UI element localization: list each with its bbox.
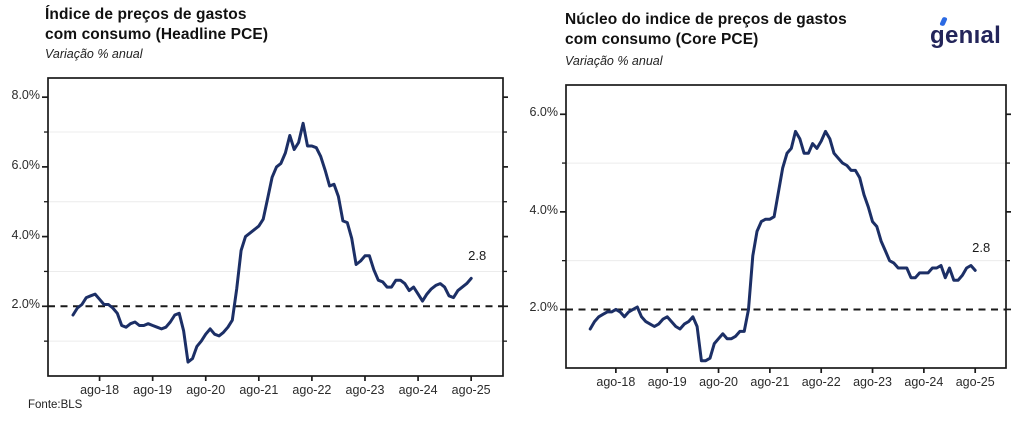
x-tick-label: ago-20 bbox=[186, 383, 226, 397]
x-tick-label: ago-20 bbox=[699, 375, 738, 389]
x-tick-label: ago-23 bbox=[345, 383, 385, 397]
x-tick-label: ago-25 bbox=[955, 375, 995, 389]
core-pce-series-line bbox=[588, 129, 977, 363]
genial-logo-text: genıal bbox=[930, 22, 1002, 49]
headline-pce-chart-title: Índice de preços de gastos com consumo (… bbox=[45, 5, 268, 45]
x-tick-label: ago-24 bbox=[398, 383, 438, 397]
core-pce-chart-subtitle: Variação % anual bbox=[565, 54, 663, 68]
y-tick-label: 4.0% bbox=[11, 227, 41, 242]
core-pce-chart-title: Núcleo do indice de preços de gastos com… bbox=[565, 10, 847, 50]
x-tick-label: ago-24 bbox=[904, 375, 944, 389]
x-tick-label: ago-18 bbox=[80, 383, 120, 397]
headline-pce-line-chart bbox=[42, 77, 508, 381]
series-end-value-label: 2.8 bbox=[972, 240, 991, 256]
y-tick-label: 6.0% bbox=[529, 105, 559, 120]
y-tick-label: 2.0% bbox=[11, 297, 41, 312]
genial-logo: genıal bbox=[930, 13, 1010, 55]
plot-border bbox=[565, 84, 1007, 369]
x-tick-label: ago-21 bbox=[750, 375, 790, 389]
series-end-value-label: 2.8 bbox=[468, 248, 487, 264]
y-tick-label: 4.0% bbox=[529, 202, 559, 217]
headline-pce-chart-subtitle: Variação % anual bbox=[45, 47, 143, 61]
x-tick-label: ago-21 bbox=[239, 383, 279, 397]
x-tick-label: ago-25 bbox=[451, 383, 491, 397]
y-tick-label: 6.0% bbox=[11, 157, 41, 172]
source-note: Fonte:BLS bbox=[28, 399, 83, 411]
title-line-1: Índice de preços de gastos bbox=[45, 6, 247, 23]
x-tick-label: ago-18 bbox=[596, 375, 636, 389]
x-tick-label: ago-22 bbox=[292, 383, 332, 397]
y-tick-label: 2.0% bbox=[529, 300, 559, 315]
x-tick-label: ago-19 bbox=[647, 375, 687, 389]
x-tick-label: ago-23 bbox=[853, 375, 892, 389]
core-pce-line-chart bbox=[560, 84, 1011, 373]
title-line-2: com consumo (Headline PCE) bbox=[45, 26, 269, 43]
y-tick-label: 8.0% bbox=[11, 88, 41, 103]
title-line-2: com consumo (Core PCE) bbox=[565, 31, 759, 48]
plot-border bbox=[47, 77, 504, 377]
headline-pce-series-line bbox=[71, 121, 473, 364]
x-tick-label: ago-22 bbox=[801, 375, 841, 389]
x-tick-label: ago-19 bbox=[133, 383, 173, 397]
title-line-1: Núcleo do indice de preços de gastos bbox=[565, 11, 847, 28]
